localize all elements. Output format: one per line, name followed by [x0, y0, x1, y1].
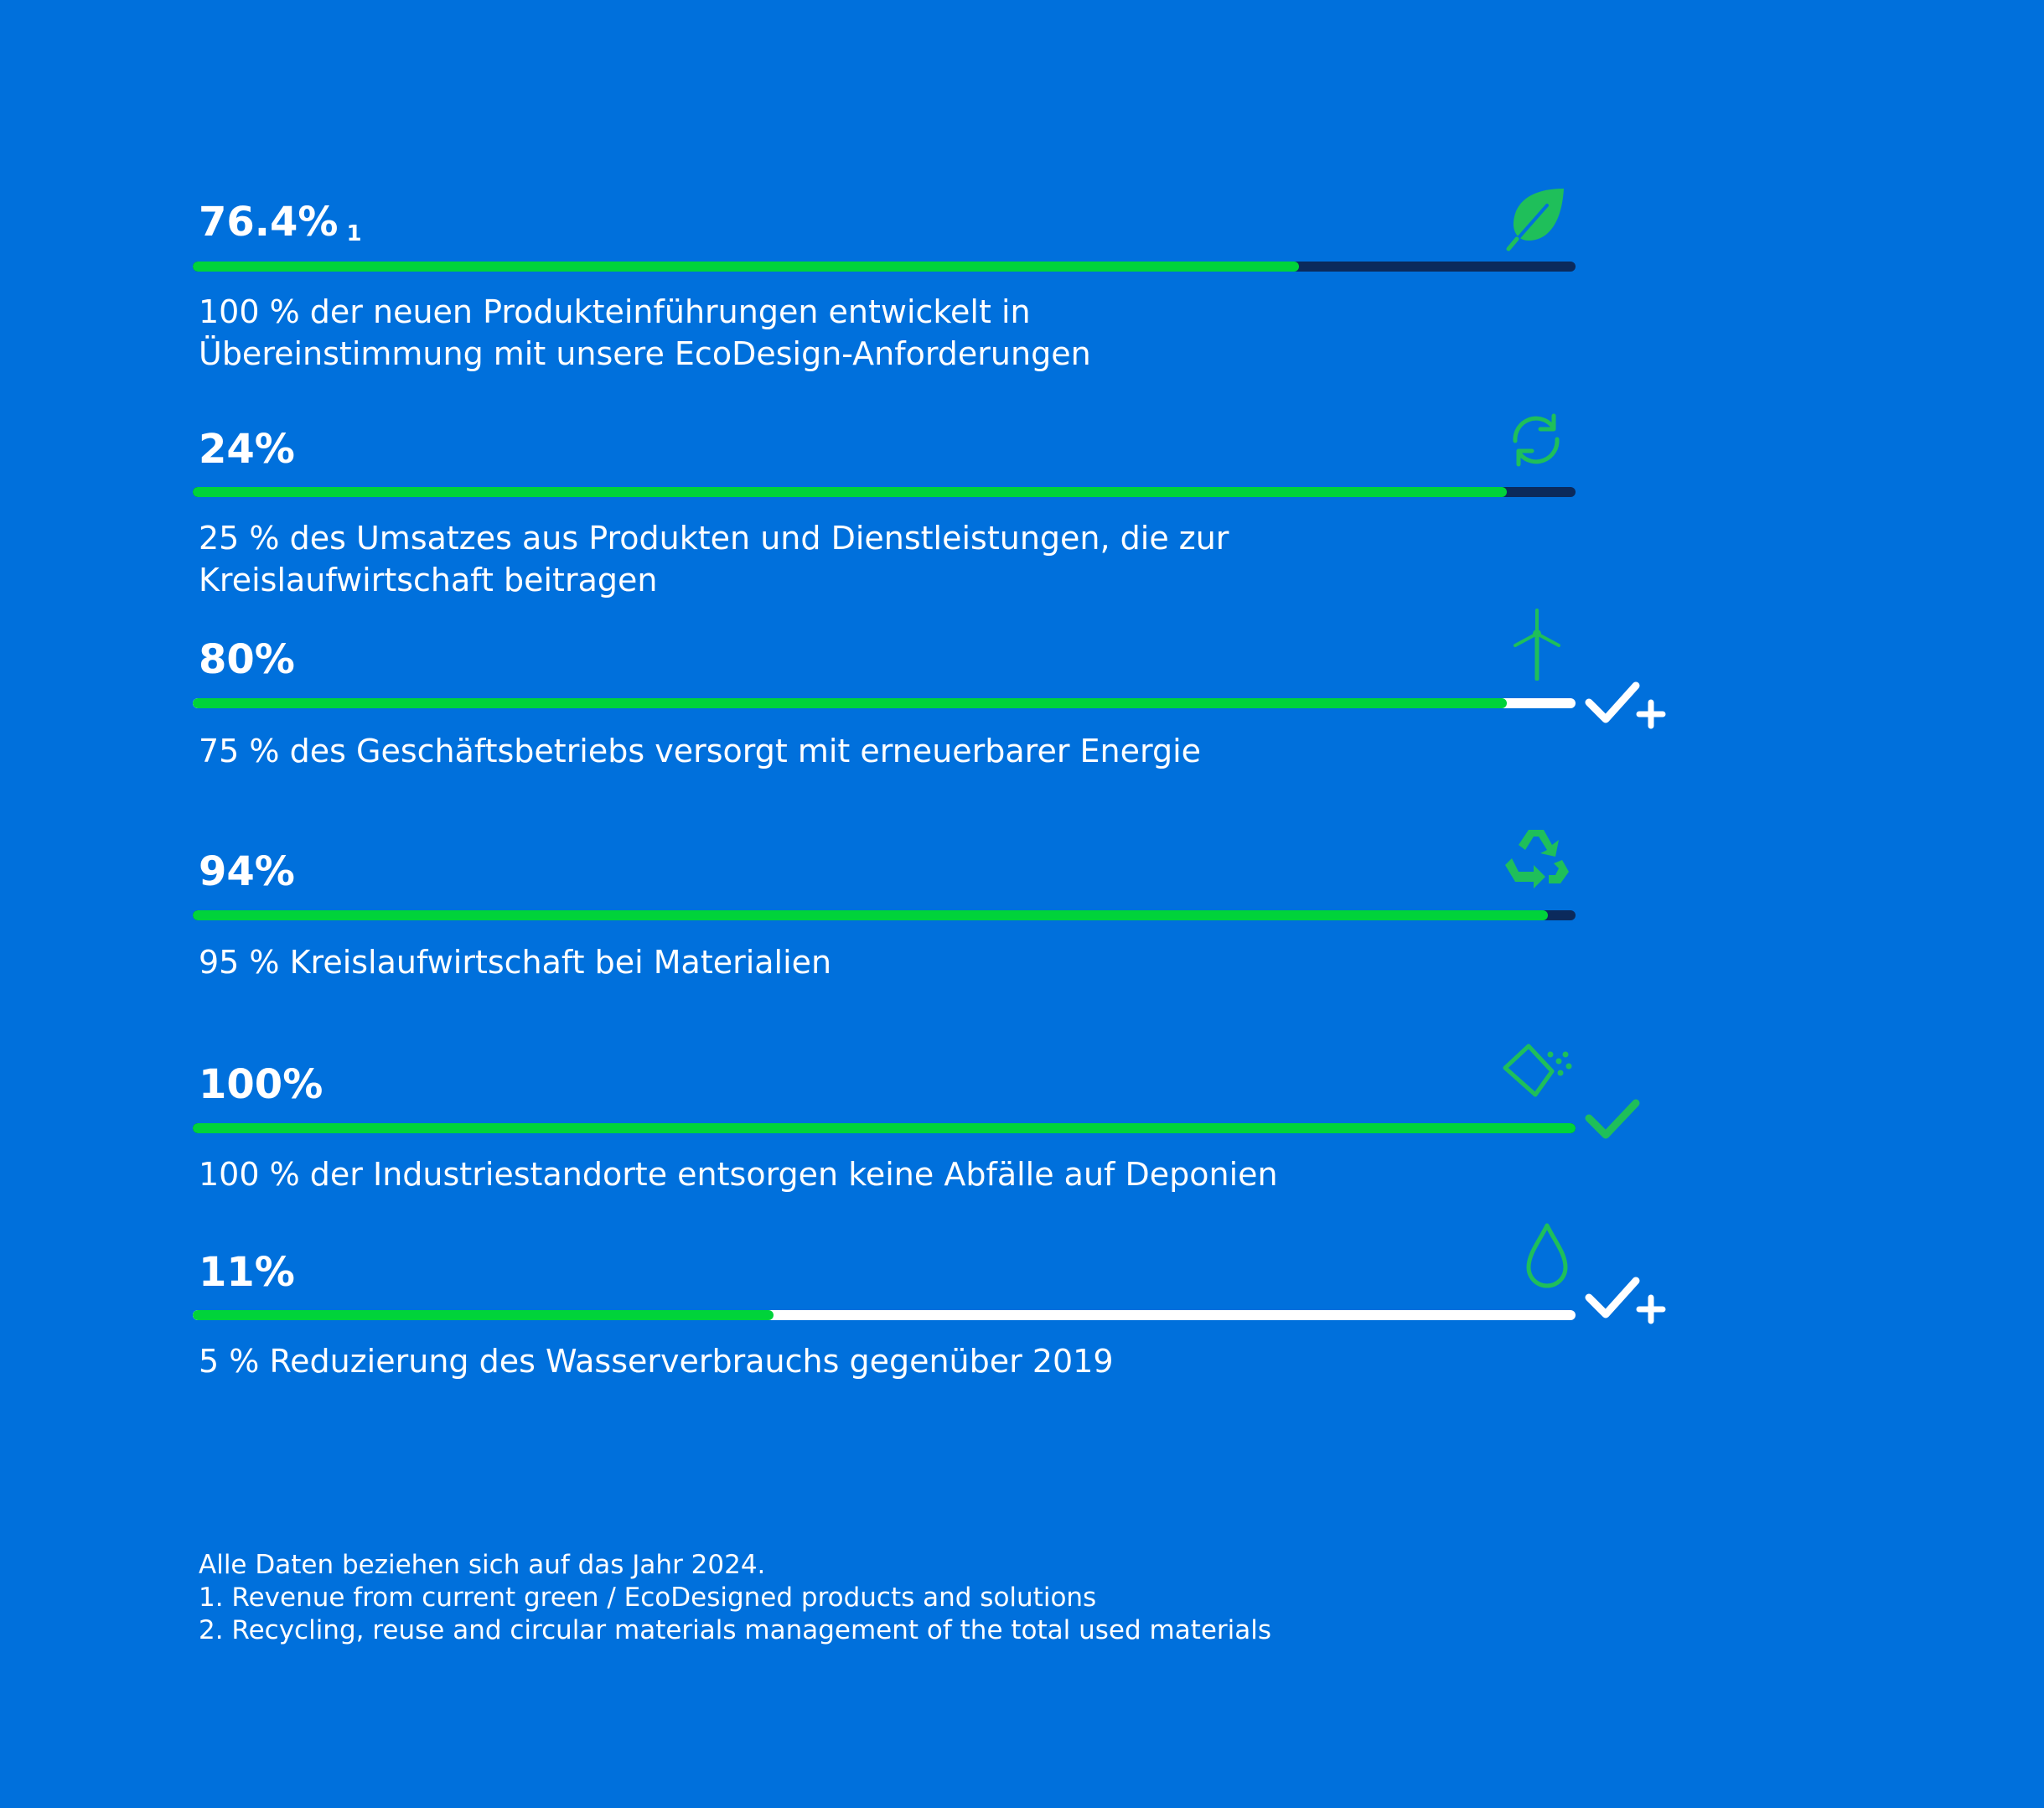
footnote-ref: 1 — [346, 221, 362, 246]
kpi-value: 11% — [199, 1249, 295, 1296]
progress-bar — [193, 487, 1576, 497]
target-achieved-icon — [1584, 1090, 1668, 1143]
kpi-value: 24% — [199, 426, 295, 473]
kpi-description: 95 % Kreislaufwirtschaft bei Materialien — [199, 944, 832, 981]
progress-bar-fill — [193, 1123, 1576, 1133]
kpi-description: 5 % Reduzierung des Wasserverbrauchs geg… — [199, 1343, 1114, 1380]
kpi-description: 75 % des Geschäftsbetriebs versorgt mit … — [199, 733, 1202, 769]
waste-bin-icon — [1500, 1039, 1572, 1111]
kpi-value: 80% — [199, 636, 295, 683]
water-drop-icon — [1500, 1220, 1572, 1293]
progress-bar — [193, 698, 1576, 708]
recycle-icon — [1500, 821, 1572, 894]
progress-bar-fill — [193, 487, 1507, 497]
kpi-description: 100 % der Industriestandorte entsorgen k… — [199, 1156, 1278, 1193]
kpi-value: 76.4% 1 — [199, 199, 362, 246]
progress-bar-fill — [193, 698, 1507, 708]
footnotes: Alle Daten beziehen sich auf das Jahr 20… — [199, 1549, 1271, 1647]
refresh-icon — [1500, 404, 1572, 476]
leaf-icon — [1500, 180, 1572, 252]
kpi-description: 25 % des Umsatzes aus Produkten und Dien… — [199, 520, 1229, 598]
footnote-line: 1. Revenue from current green / EcoDesig… — [199, 1583, 1097, 1613]
kpi-description: 100 % der neuen Produkteinführungen entw… — [199, 293, 1091, 372]
progress-bar — [193, 1310, 1576, 1320]
wind-turbine-icon — [1500, 609, 1572, 681]
progress-bar — [193, 910, 1576, 920]
progress-bar — [193, 1123, 1576, 1133]
progress-bar-fill — [193, 1310, 774, 1320]
progress-bar — [193, 262, 1576, 272]
target-exceeded-icon — [1584, 677, 1668, 731]
kpi-value: 94% — [199, 848, 295, 895]
footnote-line: Alle Daten beziehen sich auf das Jahr 20… — [199, 1550, 766, 1580]
target-exceeded-icon — [1584, 1272, 1668, 1326]
progress-bar-fill — [193, 262, 1299, 272]
progress-bar-fill — [193, 910, 1548, 920]
kpi-value: 100% — [199, 1061, 323, 1108]
footnote-line: 2. Recycling, reuse and circular materia… — [199, 1615, 1272, 1645]
